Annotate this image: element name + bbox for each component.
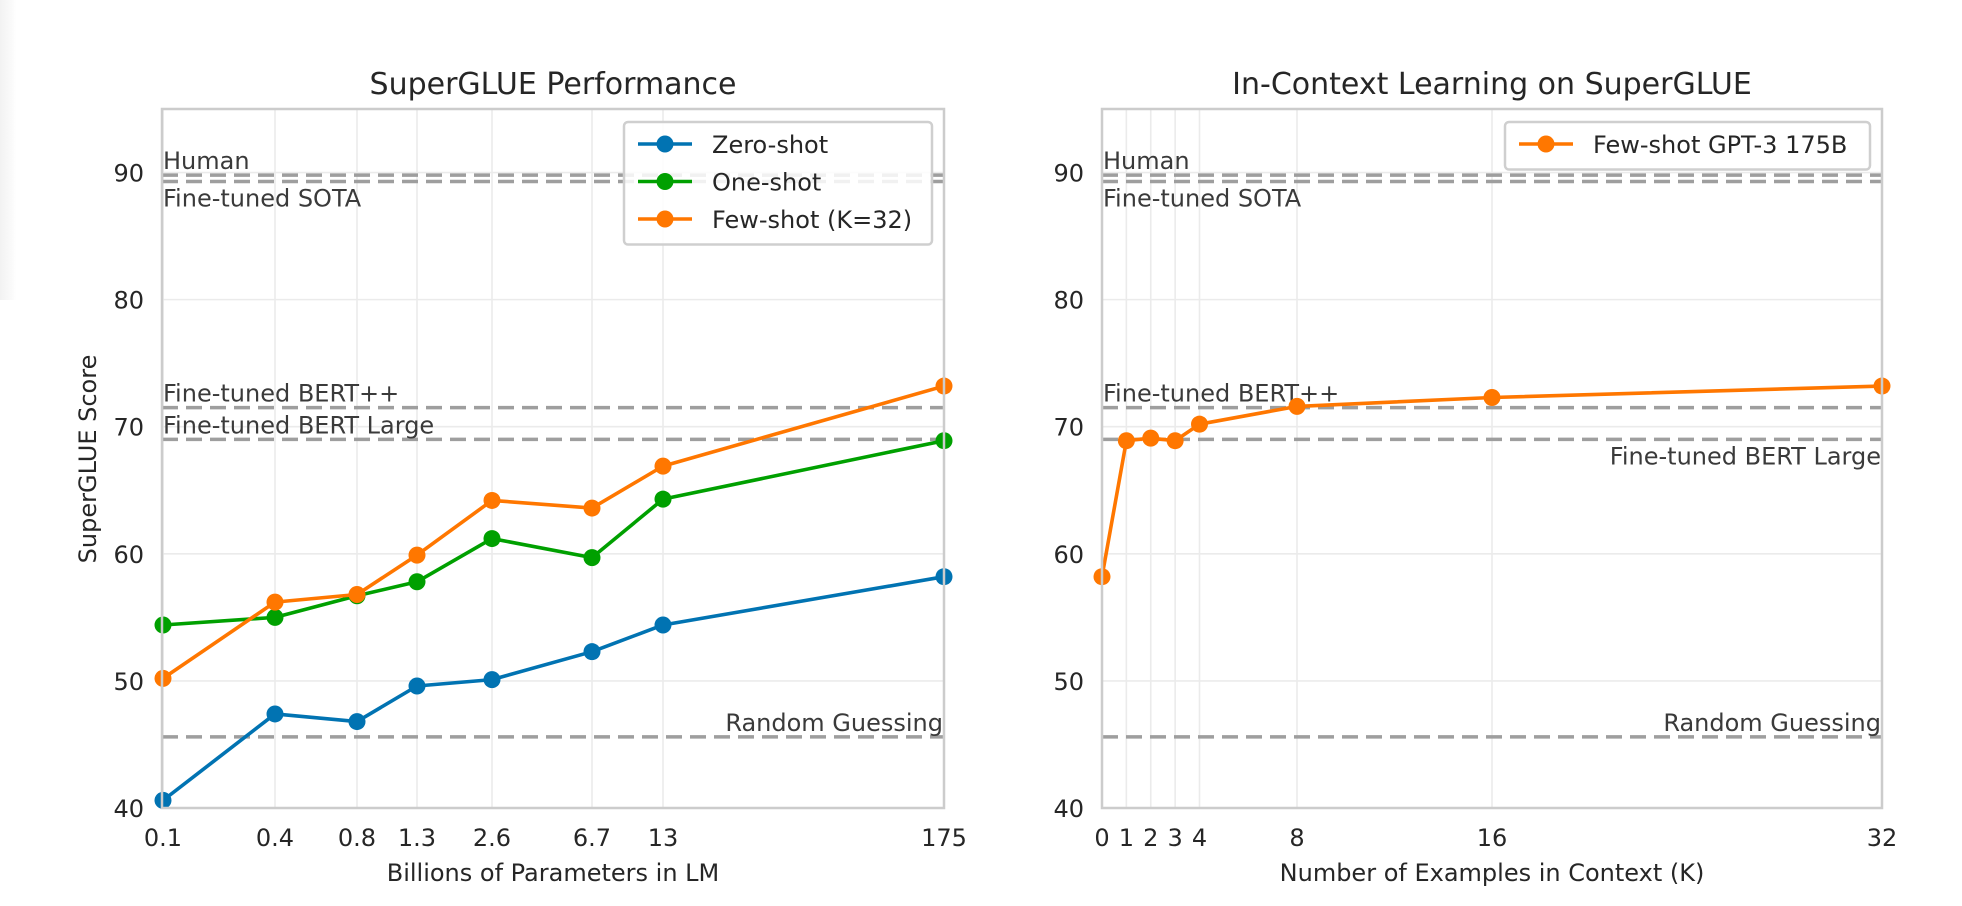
x-tick-label: 1.3 [398,824,436,852]
series-line [161,574,945,802]
in-context-learning-chart: In-Context Learning on SuperGLUE Number … [1053,67,1897,887]
superglue-performance-chart: SuperGLUE Performance Billions of Parame… [74,67,967,887]
data-point [266,608,284,626]
legend: Few-shot GPT-3 175B [1503,120,1872,171]
left-edge-shadow [0,0,16,300]
data-point [266,705,284,723]
legend-entry-label: Zero-shot [712,131,828,159]
reference-line-label: Fine-tuned SOTA [1103,184,1302,212]
legend-marker-icon [656,135,674,153]
y-tick-label: 80 [113,287,144,315]
y-tick-label: 90 [1053,160,1084,188]
reference-line-label: Fine-tuned BERT++ [163,380,399,408]
x-tick-label: 0.4 [256,824,294,852]
data-point [483,671,501,689]
y-tick-label: 40 [1053,795,1084,823]
data-point [266,593,284,611]
x-tick-label: 1 [1119,824,1134,852]
legend-marker-icon [1537,135,1555,153]
x-tick-label: 2 [1143,824,1158,852]
y-tick-label: 60 [1053,541,1084,569]
legend-box [622,120,934,246]
data-point [483,530,501,548]
legend-box [1503,120,1872,171]
y-tick-label: 70 [113,414,144,442]
y-tick-label: 90 [113,160,144,188]
x-tick-label: 8 [1289,824,1304,852]
data-point [1483,388,1501,406]
x-tick-label: 16 [1477,824,1508,852]
data-point [583,643,601,661]
data-point [654,490,672,508]
reference-line-label: Random Guessing [1663,709,1881,737]
reference-line-label: Fine-tuned BERT Large [1610,442,1881,470]
data-point [1191,415,1208,433]
series-group [154,377,953,809]
x-tick-label: 0.1 [144,824,182,852]
x-tick-label: 0 [1094,824,1109,852]
legend: Zero-shot One-shot Few-shot (K=32) [622,120,934,246]
tick-labels: 0.1 0.4 0.8 1.3 2.6 6.7 13 175 40 50 60 70 80 90 [113,160,966,852]
y-tick-label: 80 [1053,287,1084,315]
data-point [408,573,426,591]
chart-title: In-Context Learning on SuperGLUE [1232,67,1752,102]
x-tick-label: 6.7 [573,824,611,852]
x-tick-label: 4 [1192,824,1207,852]
data-point [1166,432,1184,450]
chart-title: SuperGLUE Performance [370,67,737,102]
legend-entry-label: Few-shot (K=32) [712,206,912,234]
x-tick-label: 32 [1867,824,1898,852]
legend-entry-label: One-shot [712,169,821,197]
x-tick-label: 2.6 [473,824,511,852]
data-point [408,546,426,564]
x-axis-label: Number of Examples in Context (K) [1280,859,1705,887]
series-line [162,438,945,627]
plot-frame [160,107,946,810]
x-axis-label: Billions of Parameters in LM [387,859,720,887]
data-point [348,713,366,731]
x-tick-label: 0.8 [338,824,376,852]
reference-line-label: Fine-tuned BERT Large [163,411,434,439]
plot-frame [1100,107,1884,810]
tick-labels: 0 1 2 3 4 8 16 32 40 50 60 70 80 90 [1053,160,1897,852]
y-tick-label: 50 [1053,668,1084,696]
gridlines [1101,109,1883,809]
series-line [161,384,945,680]
data-point [654,457,672,475]
y-tick-label: 40 [113,795,144,823]
x-tick-label: 3 [1167,824,1182,852]
x-tick-label: 175 [921,824,967,852]
reference-line-label: Random Guessing [725,709,943,737]
data-point [483,491,501,509]
data-point [348,585,366,603]
legend-marker-icon [656,210,674,228]
data-point [654,616,672,634]
reference-line-label: Fine-tuned SOTA [163,184,362,212]
x-tick-label: 13 [648,824,679,852]
data-point [1288,397,1306,415]
legend-marker-icon [656,173,674,190]
reference-line-label: Human [1103,147,1190,175]
legend-entry-label: Few-shot GPT-3 175B [1593,131,1847,159]
data-point [1142,429,1160,447]
y-tick-label: 50 [113,668,144,696]
data-point [583,549,601,567]
data-point [583,499,601,517]
y-axis-label: SuperGLUE Score [74,355,102,564]
reference-line-label: Human [163,147,250,175]
data-point [408,677,426,695]
y-tick-label: 60 [113,541,144,569]
data-point [1117,432,1135,450]
y-tick-label: 70 [1053,414,1084,442]
